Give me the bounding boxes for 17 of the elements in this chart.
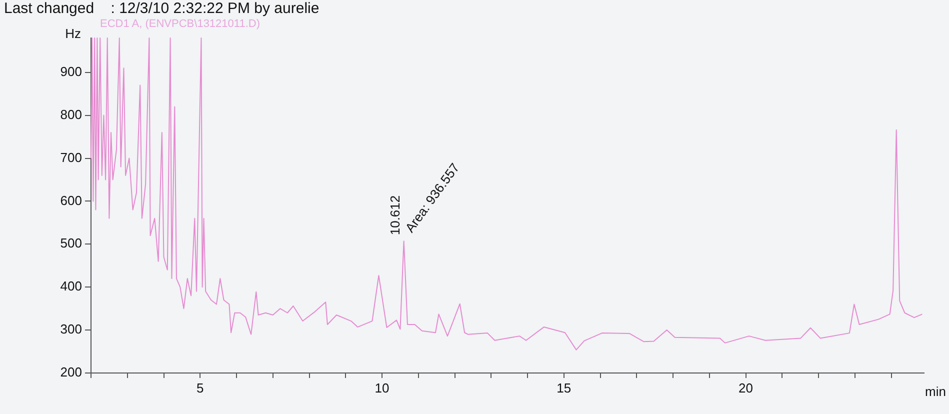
y-tick-label: 800 — [60, 106, 82, 122]
x-tick-label: 15 — [556, 380, 572, 396]
y-tick-label: 700 — [60, 150, 82, 165]
x-tick-label: 20 — [738, 380, 753, 396]
y-tick-label: 500 — [60, 236, 82, 251]
annotation: 10.612 — [387, 195, 402, 236]
x-tick-label: 5 — [196, 380, 204, 396]
y-tick-label: 900 — [60, 64, 82, 79]
x-tick-label: 10 — [374, 380, 390, 396]
y-tick-label: 300 — [60, 322, 82, 337]
y-tick-label: 600 — [60, 192, 82, 208]
chart-subtitle: ECD1 A, (ENVPCB\13121011.D) — [100, 18, 260, 31]
chart-title: Last changed : 12/3/10 2:32:22 PM by aurelie — [4, 0, 320, 17]
y-tick-label: 400 — [60, 278, 82, 294]
x-axis-title: min — [925, 384, 946, 400]
y-tick-label: 200 — [60, 364, 82, 380]
y-axis-title: Hz — [65, 26, 81, 41]
